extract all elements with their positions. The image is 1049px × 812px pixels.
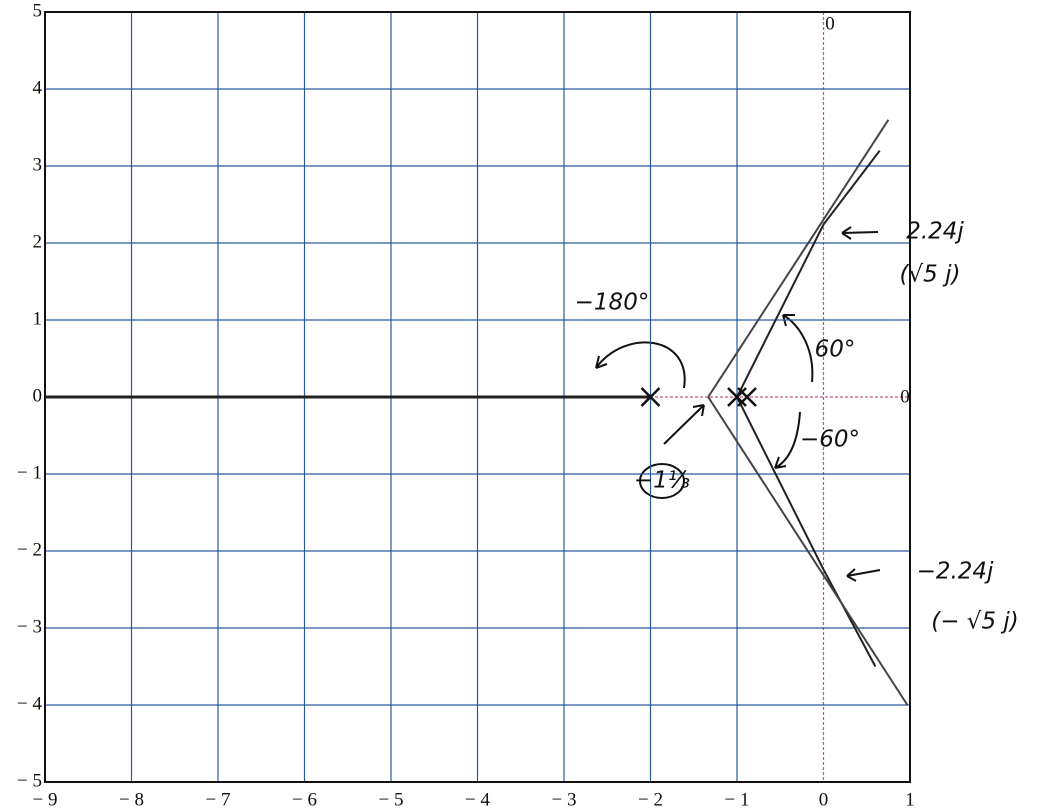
annotation: −2.24j xyxy=(917,559,994,585)
y-tick-label: − 3 xyxy=(17,616,42,637)
x-tick-label: − 5 xyxy=(379,789,404,810)
y-tick-label: − 5 xyxy=(17,770,42,791)
arrow xyxy=(842,227,878,239)
x-tick-label: − 8 xyxy=(119,789,144,810)
x-tick-label: − 7 xyxy=(206,789,231,810)
arrow xyxy=(596,342,685,388)
locus-line xyxy=(737,151,880,397)
y-tick-label: 3 xyxy=(33,154,43,175)
x-tick-label: − 2 xyxy=(638,789,663,810)
annotation: 2.24j xyxy=(906,219,964,245)
annotation: −1⅓ xyxy=(634,468,690,494)
y-tick-label: 0 xyxy=(33,385,43,406)
arrow xyxy=(664,405,704,444)
x-tick-label: − 1 xyxy=(725,789,750,810)
x-tick-label: 0 xyxy=(819,789,829,810)
y-tick-label: 4 xyxy=(33,77,43,98)
x-tick-label: − 4 xyxy=(465,789,490,810)
y-tick-label: − 1 xyxy=(17,462,42,483)
annotation: 60° xyxy=(815,337,856,363)
locus-line xyxy=(708,120,888,397)
annotation: (− √5 j) xyxy=(931,609,1019,635)
arrow xyxy=(775,412,800,468)
chart: − 9 − 8 − 7 − 6 − 5 − 4 − 3 − 2 − 1 0 1 5 4 3 2 1 0 − 1 − … xyxy=(0,0,1049,812)
y-tick-label: − 4 xyxy=(17,693,42,714)
page: − 9 − 8 − 7 − 6 − 5 − 4 − 3 − 2 − 1 0 1 5 4 3 2 1 0 − 1 − … xyxy=(0,0,1049,812)
annotation: −60° xyxy=(800,427,860,453)
arrow xyxy=(783,315,812,382)
arrow xyxy=(847,569,880,581)
plot: − 9 − 8 − 7 − 6 − 5 − 4 − 3 − 2 − 1 0 1 5 4 3 2 1 0 − 1 − … xyxy=(17,0,1019,810)
annotation: 0 xyxy=(825,13,835,34)
annotation: (√5 j) xyxy=(900,262,961,288)
y-tick-label: 1 xyxy=(33,308,43,329)
x-tick-label: − 6 xyxy=(292,789,317,810)
y-tick-label: 5 xyxy=(33,0,43,21)
y-tick-label: − 2 xyxy=(17,539,42,560)
y-tick-label: 2 xyxy=(33,231,43,252)
x-tick-label: 1 xyxy=(905,789,915,810)
x-tick-label: − 3 xyxy=(552,789,577,810)
x-tick-label: − 9 xyxy=(33,789,58,810)
annotation: −180° xyxy=(575,290,650,316)
annotation: 0 xyxy=(900,386,910,407)
hand-arrows xyxy=(596,227,880,581)
